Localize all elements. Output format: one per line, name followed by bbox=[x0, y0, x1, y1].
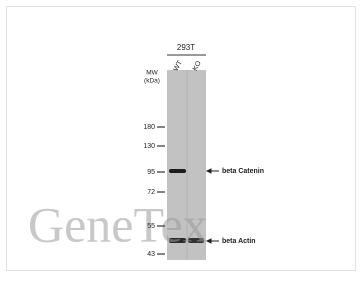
band-label: beta Catenin bbox=[222, 168, 264, 175]
marker-label: 43 bbox=[147, 251, 155, 258]
marker-label: 55 bbox=[147, 223, 155, 230]
mw-label: MW bbox=[146, 70, 158, 77]
sample-label: 293T bbox=[177, 43, 195, 52]
mw-label: (kDa) bbox=[144, 78, 160, 85]
marker-label: 180 bbox=[143, 124, 155, 131]
band-label: beta Actin bbox=[222, 238, 256, 245]
watermark: GeneTex bbox=[28, 196, 208, 252]
page: {"header": {"sample": "293T", "lanes": [… bbox=[0, 0, 362, 277]
marker-label: 72 bbox=[147, 189, 155, 196]
marker-label: 95 bbox=[147, 169, 155, 176]
marker-label: 130 bbox=[143, 143, 155, 150]
western-blot-figure: 293T WT KO MW (kDa) beta Catenin beta Ac… bbox=[0, 0, 362, 277]
band-beta-catenin-wt bbox=[169, 169, 186, 173]
